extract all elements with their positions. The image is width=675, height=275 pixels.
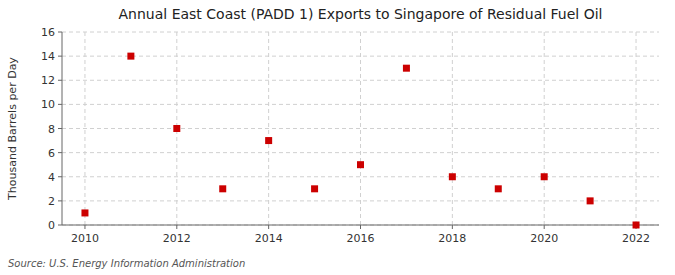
x-tick-label: 2010 bbox=[71, 232, 99, 245]
y-tick bbox=[58, 176, 62, 177]
point bbox=[633, 222, 640, 229]
y-grid-line bbox=[62, 176, 659, 177]
point bbox=[449, 173, 456, 180]
y-tick bbox=[58, 152, 62, 153]
x-grid-line bbox=[636, 32, 637, 225]
x-tick bbox=[268, 225, 269, 229]
point bbox=[541, 173, 548, 180]
y-tick bbox=[58, 104, 62, 105]
y-tick bbox=[58, 56, 62, 57]
x-tick bbox=[452, 225, 453, 229]
y-grid-line bbox=[62, 128, 659, 129]
point bbox=[403, 65, 410, 72]
x-tick-label: 2020 bbox=[530, 232, 558, 245]
y-axis: 0 2 4 6 8 10 12 14 16 bbox=[41, 26, 62, 232]
x-tick bbox=[360, 225, 361, 229]
x-grid-line bbox=[452, 32, 453, 225]
title: Annual East Coast (PADD 1) Exports to Si… bbox=[119, 6, 603, 22]
y-tick-label: 0 bbox=[48, 219, 55, 232]
y-grid-line bbox=[62, 80, 659, 81]
point bbox=[357, 161, 364, 168]
point bbox=[495, 185, 502, 192]
y-tick-label: 2 bbox=[48, 195, 55, 208]
x-tick bbox=[176, 225, 177, 229]
x-axis: 2010 2012 2014 2016 2018 2020 2022 bbox=[71, 225, 650, 245]
point bbox=[173, 125, 180, 132]
x-tick-label: 2012 bbox=[163, 232, 191, 245]
y-tick bbox=[58, 200, 62, 201]
point bbox=[127, 53, 134, 60]
y-tick-label: 16 bbox=[41, 26, 55, 39]
x-tick bbox=[544, 225, 545, 229]
y-tick-label: 6 bbox=[48, 147, 55, 160]
x-tick-label: 2016 bbox=[347, 232, 375, 245]
x-grid-line bbox=[84, 32, 85, 225]
chart: 2010 2012 2014 2016 2018 2020 2022 0 2 4 6 8 10 12 14 1… bbox=[0, 0, 675, 275]
x-tick-label: 2022 bbox=[622, 232, 650, 245]
y-tick-label: 8 bbox=[48, 123, 55, 136]
y-tick bbox=[58, 32, 62, 33]
x-grid-line bbox=[360, 32, 361, 225]
y-axis-label: Thousand Barrels per Day bbox=[6, 57, 19, 201]
source: Source: U.S. Energy Information Administ… bbox=[8, 258, 245, 269]
y-tick-label: 10 bbox=[41, 98, 55, 111]
x-tick-label: 2014 bbox=[255, 232, 283, 245]
x-grid-line bbox=[544, 32, 545, 225]
x-tick bbox=[84, 225, 85, 229]
point bbox=[265, 137, 272, 144]
y-tick-label: 4 bbox=[48, 171, 55, 184]
grid bbox=[62, 32, 659, 225]
y-tick bbox=[58, 80, 62, 81]
point bbox=[587, 197, 594, 204]
point bbox=[81, 209, 88, 216]
x-tick-label: 2018 bbox=[438, 232, 466, 245]
y-tick-label: 14 bbox=[41, 50, 55, 63]
y-tick bbox=[58, 128, 62, 129]
points bbox=[81, 53, 639, 229]
point bbox=[219, 185, 226, 192]
y-tick bbox=[58, 225, 62, 226]
x-grid-line bbox=[268, 32, 269, 225]
point bbox=[311, 185, 318, 192]
y-tick-label: 12 bbox=[41, 74, 55, 87]
